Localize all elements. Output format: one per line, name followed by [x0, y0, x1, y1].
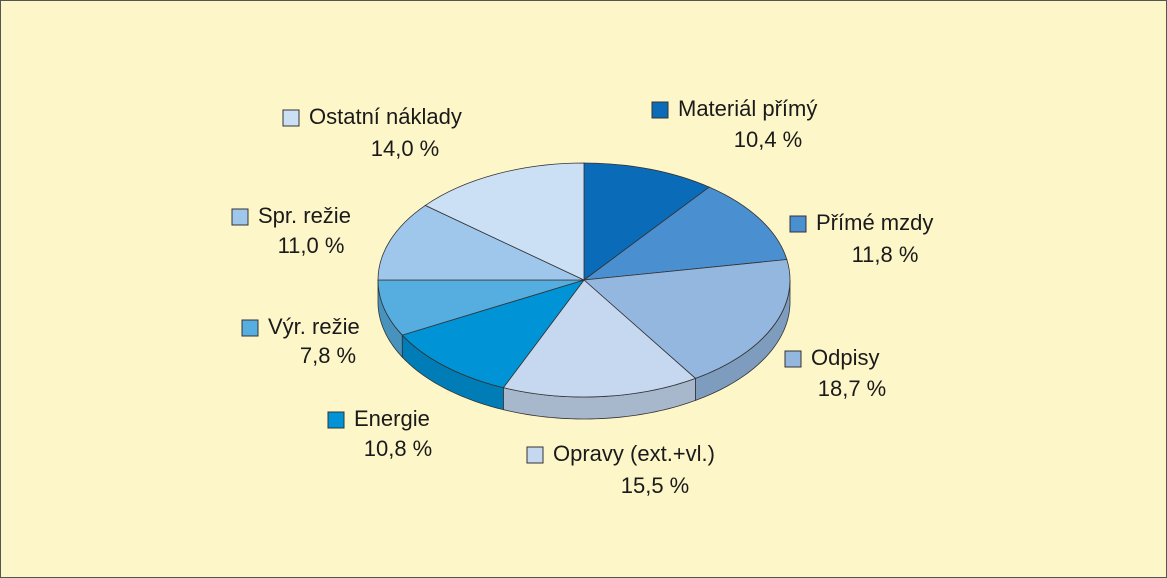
slice-label: Opravy (ext.+vl.) [553, 441, 715, 466]
slice [583, 259, 791, 379]
slice-label: Energie [354, 406, 430, 431]
value-label: 11,8 % [852, 242, 919, 267]
value-label: 7,8 % [300, 343, 356, 368]
slice [502, 279, 697, 398]
slice [377, 279, 585, 336]
legend-swatch [651, 101, 669, 119]
value-label: 14,0 % [371, 136, 440, 161]
legend-swatch [327, 411, 345, 429]
slice [583, 162, 711, 281]
value-label: 18,7 % [818, 376, 887, 401]
value-label: 11,0 % [278, 233, 345, 258]
value-label: 10,4 % [734, 127, 803, 152]
legend-swatch [231, 208, 249, 226]
slice [424, 162, 585, 281]
legend-swatch [526, 446, 544, 464]
slice [401, 279, 586, 389]
legend-swatch [282, 109, 300, 127]
slice [377, 204, 585, 281]
slice-label: Spr. režie [258, 203, 351, 228]
slice-label: Materiál přímý [678, 96, 817, 121]
legend-swatch [789, 215, 807, 233]
slice-label: Výr. režie [268, 314, 360, 339]
slice-label: Odpisy [811, 345, 879, 370]
slice-label: Ostatní náklady [309, 104, 462, 129]
value-label: 10,8 % [364, 436, 433, 461]
value-label: 15,5 % [621, 473, 690, 498]
slice-label: Přímé mzdy [816, 210, 933, 235]
slice [582, 186, 788, 281]
legend-swatch [784, 350, 802, 368]
legend-swatch [241, 319, 259, 337]
